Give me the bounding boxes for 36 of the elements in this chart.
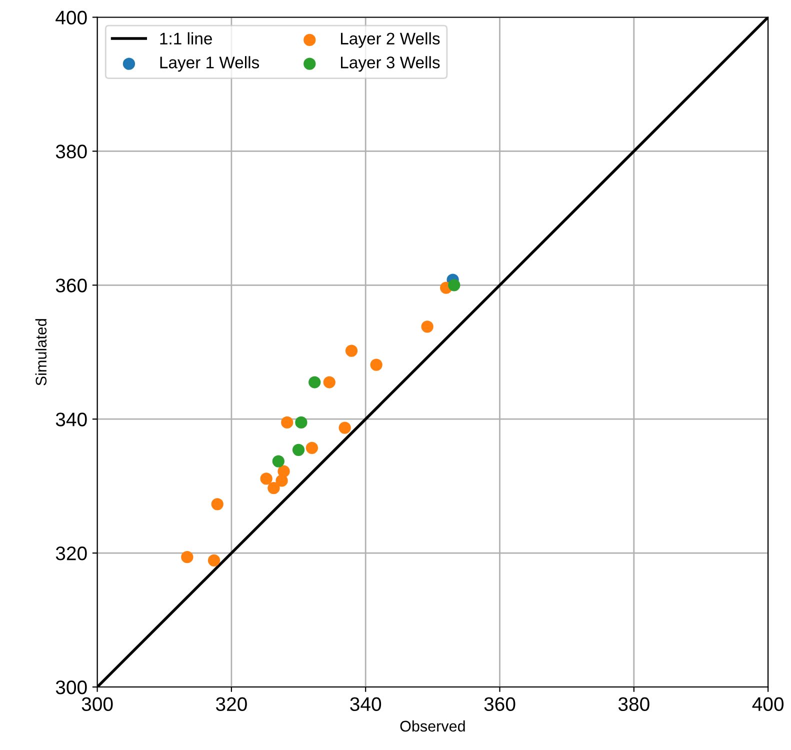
point (272, 455, 284, 468)
point (338, 422, 351, 434)
legend-label: Layer 3 Wells (340, 56, 440, 72)
x-tick-label: 360 (484, 697, 516, 712)
point (421, 320, 434, 333)
y-tick-label: 380 (56, 144, 87, 158)
point (292, 444, 305, 456)
legend-label: Layer 1 Wells (160, 56, 260, 72)
y-tick-label: 320 (56, 546, 87, 560)
y-axis-title: Simulated (35, 319, 47, 386)
x-tick-label: 300 (82, 697, 113, 712)
x-tick-label: 340 (350, 697, 382, 712)
x-axis-title: Observed (400, 720, 465, 732)
legend-label: 1:1 line (160, 32, 212, 44)
point (181, 550, 194, 564)
point (448, 279, 460, 292)
point (306, 442, 318, 454)
y-tick-label: 400 (56, 10, 87, 24)
point (276, 474, 288, 487)
y-tick-label: 340 (56, 412, 87, 426)
point (260, 472, 272, 485)
legend-label: Layer 2 Wells (340, 32, 440, 48)
point (295, 416, 308, 429)
y-tick-label: 360 (56, 278, 87, 292)
point (281, 416, 294, 429)
point (211, 498, 224, 510)
y-tick-label: 300 (56, 680, 87, 694)
point (268, 482, 280, 494)
x-tick-label: 400 (752, 697, 784, 712)
x-tick-label: 380 (618, 697, 650, 712)
x-tick-label: 320 (216, 697, 247, 712)
point (208, 554, 220, 566)
point (345, 344, 358, 357)
point (370, 358, 382, 371)
point (323, 376, 336, 388)
point (308, 376, 321, 388)
